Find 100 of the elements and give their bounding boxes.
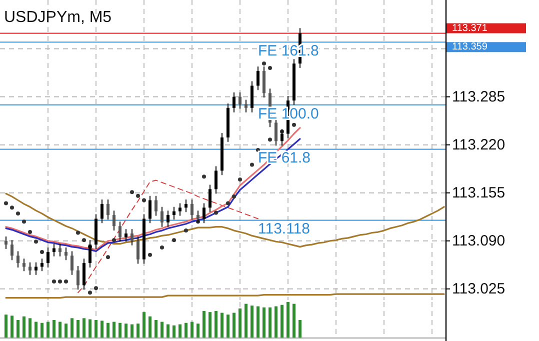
point [106, 255, 110, 260]
bar [262, 307, 266, 338]
point [202, 174, 206, 179]
candlestick [250, 80, 254, 113]
y-tick-label: 113.090 [452, 232, 506, 250]
bar [22, 316, 26, 338]
bar [16, 320, 20, 338]
candlestick [16, 250, 20, 268]
candlestick [40, 258, 44, 272]
bar [130, 324, 134, 338]
point [88, 290, 92, 295]
point [262, 62, 266, 66]
bar [280, 304, 284, 338]
bar [64, 324, 68, 338]
bar [256, 306, 260, 338]
candlestick [52, 243, 56, 257]
bar [250, 306, 254, 338]
bar [4, 314, 8, 338]
candlestick [58, 243, 62, 257]
bar [148, 316, 152, 338]
bar [298, 320, 302, 338]
candlestick [154, 195, 158, 216]
candlestick [160, 206, 164, 228]
point [130, 190, 134, 194]
point [4, 201, 8, 206]
point [112, 238, 116, 242]
bar [94, 320, 98, 338]
y-tick-label: 113.285 [452, 88, 506, 106]
bar [10, 316, 14, 338]
candlestick [70, 250, 74, 276]
point [34, 240, 38, 244]
bar [232, 312, 236, 338]
bar [196, 324, 200, 338]
candlestick [274, 118, 278, 146]
point [226, 201, 230, 206]
candlestick [64, 247, 68, 261]
bar [178, 324, 182, 338]
bar [208, 312, 212, 338]
bar [34, 322, 38, 338]
candlestick [22, 258, 26, 272]
point [22, 220, 26, 224]
y-tick-label: 113.025 [452, 280, 506, 298]
candlestick [28, 262, 32, 276]
bar [274, 306, 278, 338]
bar [136, 324, 140, 338]
point [268, 66, 272, 70]
point [232, 194, 236, 199]
bar [40, 322, 44, 338]
bar [154, 320, 158, 338]
bar [160, 322, 164, 338]
bar [172, 325, 176, 338]
candlestick [166, 210, 170, 228]
y-tick-label: 113.220 [452, 136, 506, 154]
candlestick [148, 195, 152, 224]
text: USDJPYm, M5 [4, 9, 112, 26]
candlestick [76, 266, 80, 290]
bar [238, 308, 242, 338]
point [28, 230, 32, 234]
point [136, 194, 140, 198]
point [184, 228, 188, 233]
line-series [78, 180, 258, 294]
candlestick [112, 210, 116, 232]
candlestick [34, 262, 38, 276]
bar [292, 304, 296, 338]
candlestick [106, 199, 110, 220]
point [40, 250, 44, 254]
point [58, 280, 62, 284]
candlestick [214, 166, 218, 194]
candlestick [178, 202, 182, 216]
bar [100, 320, 104, 338]
bar [46, 322, 50, 338]
point [82, 238, 86, 242]
bar [118, 322, 122, 338]
point [64, 280, 68, 284]
bar [244, 304, 248, 338]
bar [268, 307, 272, 338]
bar [142, 312, 146, 338]
point [148, 252, 152, 257]
candlestick [136, 236, 140, 264]
bar [70, 318, 74, 338]
point [142, 198, 146, 202]
bar [58, 322, 62, 338]
point [268, 138, 272, 142]
candlestick [244, 99, 248, 113]
point [10, 206, 14, 210]
annotation: 113.118 [258, 220, 310, 238]
candlestick [10, 240, 14, 261]
bar [220, 312, 224, 338]
point [172, 238, 176, 242]
bar [82, 318, 86, 338]
bar [106, 322, 110, 338]
bar [76, 320, 80, 338]
candlestick [184, 199, 188, 213]
point [292, 122, 296, 127]
point [160, 246, 164, 250]
point [94, 286, 98, 290]
point [76, 230, 80, 235]
candlestick [100, 199, 104, 224]
ref-line-label: 113.371 [452, 22, 488, 34]
bar [184, 322, 188, 338]
